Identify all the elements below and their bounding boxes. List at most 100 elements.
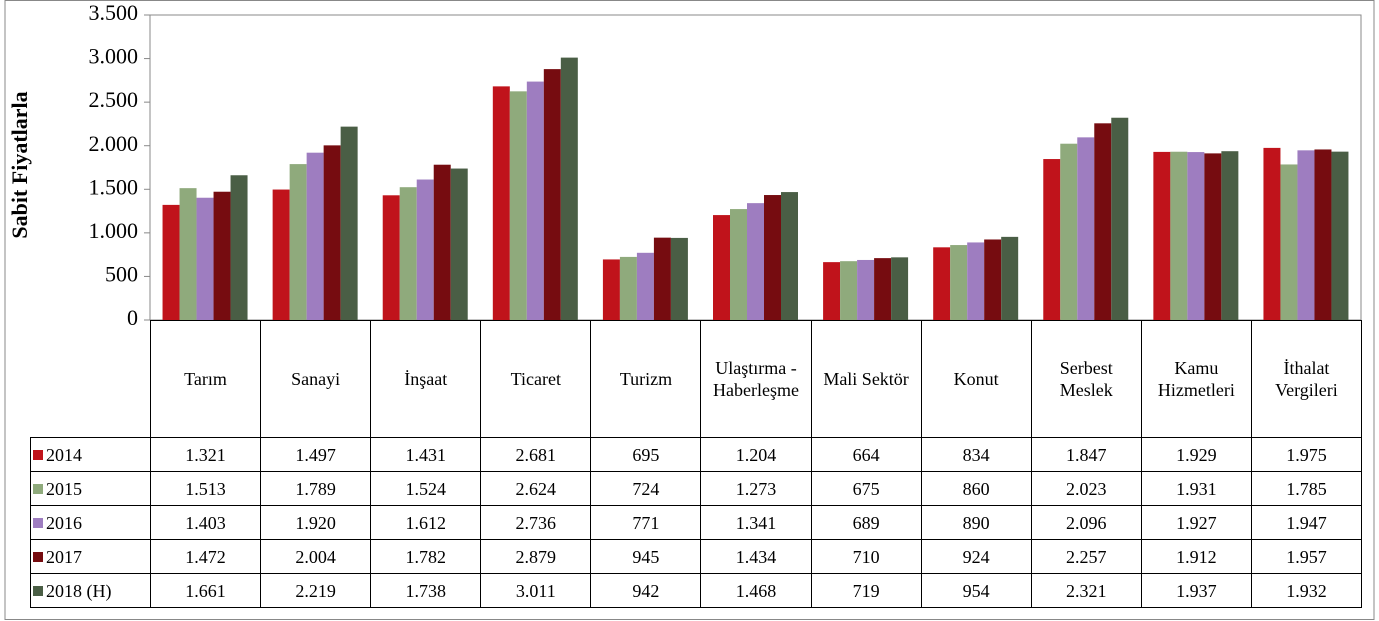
table-value: 1.932 <box>1250 573 1362 608</box>
table-value: 664 <box>810 437 922 472</box>
legend-entry: 2017 <box>30 539 151 574</box>
table-value: 719 <box>810 573 922 608</box>
table-value: 689 <box>810 505 922 540</box>
bar <box>713 215 730 320</box>
bar <box>543 69 561 320</box>
bar <box>509 91 527 320</box>
table-value: 954 <box>920 573 1032 608</box>
y-tick-label: 500 <box>105 261 138 286</box>
table-value: 1.947 <box>1250 505 1362 540</box>
bar <box>874 258 892 320</box>
table-value: 2.624 <box>480 471 592 506</box>
bar <box>730 209 747 320</box>
bar <box>602 259 620 320</box>
table-value: 1.785 <box>1250 471 1362 506</box>
category-label: Serbest Meslek <box>1030 320 1142 438</box>
category-label: İthalat Vergileri <box>1250 320 1362 438</box>
table-value: 1.431 <box>370 437 482 472</box>
table-value: 1.782 <box>370 539 482 574</box>
bar <box>1331 151 1349 320</box>
category-label: Turizm <box>590 320 702 438</box>
table-value: 1.434 <box>700 539 812 574</box>
bar <box>196 197 214 320</box>
legend-swatch <box>33 517 43 528</box>
table-value: 1.661 <box>150 573 262 608</box>
bar <box>984 239 1002 320</box>
bar <box>340 126 358 320</box>
table-value: 2.321 <box>1030 573 1142 608</box>
bar <box>857 259 875 320</box>
table-value: 675 <box>810 471 922 506</box>
bar <box>1094 123 1112 320</box>
bar <box>492 86 510 321</box>
y-tick-label: 1.000 <box>89 218 139 243</box>
bar <box>950 245 968 320</box>
table-value: 1.975 <box>1250 437 1362 472</box>
bar <box>764 195 781 320</box>
legend-entry: 2016 <box>30 505 151 540</box>
bar <box>399 187 417 320</box>
bar <box>433 164 451 320</box>
legend-label: 2018 (H) <box>46 580 112 601</box>
y-tick-label: 3.500 <box>89 0 139 25</box>
bar <box>272 189 290 320</box>
table-value: 1.403 <box>150 505 262 540</box>
bar <box>747 203 764 320</box>
table-value: 834 <box>920 437 1032 472</box>
table-value: 890 <box>920 505 1032 540</box>
bar <box>1077 137 1095 320</box>
table-value: 2.004 <box>260 539 372 574</box>
bar <box>526 81 544 320</box>
bar <box>636 252 654 320</box>
bar <box>1263 147 1281 320</box>
table-value: 1.341 <box>700 505 812 540</box>
y-tick-label: 1.500 <box>89 174 139 199</box>
table-value: 2.736 <box>480 505 592 540</box>
bar <box>1280 164 1298 320</box>
table-value: 1.920 <box>260 505 372 540</box>
y-tick-label: 0 <box>127 305 138 330</box>
table-value: 724 <box>590 471 702 506</box>
bar <box>213 191 231 320</box>
table-value: 2.681 <box>480 437 592 472</box>
table-value: 1.789 <box>260 471 372 506</box>
table-value: 924 <box>920 539 1032 574</box>
table-value: 1.927 <box>1140 505 1252 540</box>
table-value: 1.931 <box>1140 471 1252 506</box>
table-value: 771 <box>590 505 702 540</box>
bar <box>1001 236 1019 320</box>
legend-entry: 2015 <box>30 471 151 506</box>
bar <box>891 257 909 320</box>
legend-entry: 2018 (H) <box>30 573 151 608</box>
table-value: 2.096 <box>1030 505 1142 540</box>
table-value: 945 <box>590 539 702 574</box>
legend-entry: 2014 <box>30 437 151 472</box>
bar <box>1060 143 1078 320</box>
category-label: Tarım <box>150 320 262 438</box>
bar <box>840 261 858 320</box>
bar <box>289 164 307 320</box>
table-value: 1.204 <box>700 437 812 472</box>
table-value: 2.879 <box>480 539 592 574</box>
table-value: 1.468 <box>700 573 812 608</box>
table-value: 695 <box>590 437 702 472</box>
bar <box>382 195 400 320</box>
table-value: 1.929 <box>1140 437 1252 472</box>
table-value: 1.273 <box>700 471 812 506</box>
bar <box>1043 159 1061 320</box>
table-value: 1.612 <box>370 505 482 540</box>
table-value: 1.912 <box>1140 539 1252 574</box>
table-value: 1.321 <box>150 437 262 472</box>
bar <box>416 179 434 320</box>
bar <box>619 256 637 320</box>
bar <box>781 192 798 320</box>
legend-swatch <box>33 551 43 562</box>
bar <box>1204 153 1222 320</box>
y-tick-label: 2.500 <box>89 87 139 112</box>
table-value: 2.219 <box>260 573 372 608</box>
legend-label: 2015 <box>46 478 82 499</box>
table-value: 1.513 <box>150 471 262 506</box>
legend-label: 2017 <box>46 546 82 567</box>
